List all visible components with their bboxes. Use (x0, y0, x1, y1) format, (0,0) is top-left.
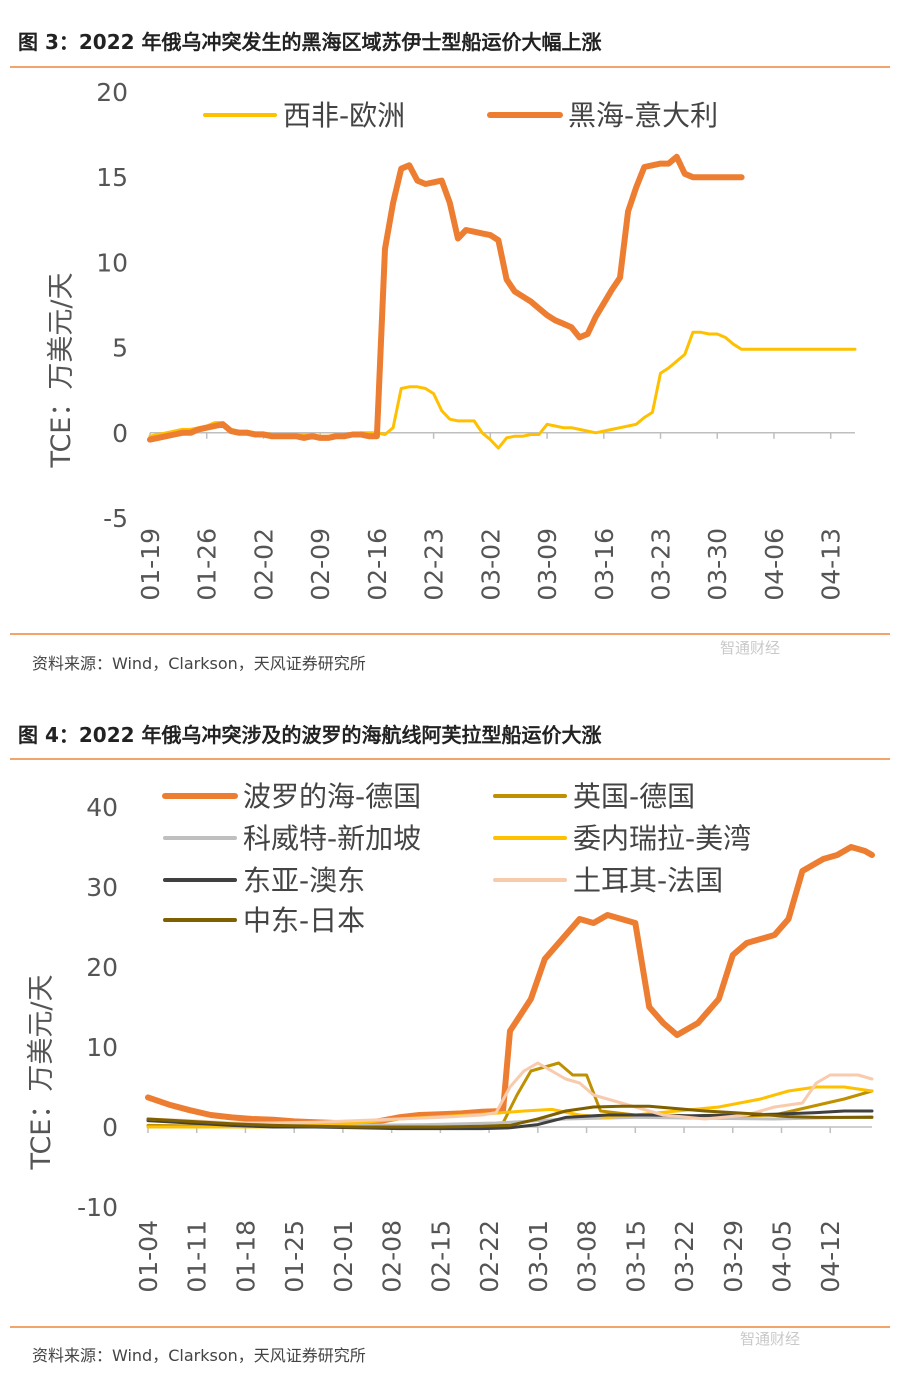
x-tick-label: 04-06 (760, 528, 789, 601)
figure-4-footer-rule (10, 1326, 890, 1328)
series-line (148, 330, 857, 450)
x-tick-label: 02-15 (426, 1220, 455, 1293)
x-tick-label: 02-22 (475, 1220, 504, 1293)
x-tick-label: 03-08 (573, 1220, 602, 1293)
x-tick-label: 03-22 (670, 1220, 699, 1293)
legend-label: 土耳其-法国 (573, 864, 723, 897)
watermark-text: 智通财经 (720, 639, 781, 657)
figure-4-title: 图 4：2022 年俄乌冲突涉及的波罗的海航线阿芙拉型船运价大涨 (18, 723, 602, 747)
x-tick-label: 02-09 (306, 528, 335, 601)
y-tick-label: 40 (86, 793, 118, 822)
x-tick-label: 02-23 (420, 528, 449, 601)
y-tick-label: 15 (96, 163, 128, 192)
x-tick-label: 03-16 (590, 528, 619, 601)
x-tick-label: 01-04 (134, 1220, 163, 1293)
y-tick-label: 10 (86, 1033, 118, 1062)
legend-label: 波罗的海-德国 (243, 780, 421, 813)
x-tick-label: 01-25 (280, 1220, 309, 1293)
figure-3-title: 图 3：2022 年俄乌冲突发生的黑海区域苏伊士型船运价大幅上涨 (18, 30, 602, 54)
x-tick-label: 03-01 (524, 1220, 553, 1293)
x-tick-label: 03-02 (476, 528, 505, 601)
y-tick-label: 20 (86, 953, 118, 982)
legend-label: 西非-欧洲 (283, 99, 405, 132)
x-tick-label: 01-19 (136, 528, 165, 601)
chart-3-plot: 20 15 10 5 0 -5 01-19 01-26 02-02 02-09 02-16 02-23… (46, 78, 857, 601)
legend-label: 英国-德国 (573, 780, 695, 813)
legend-label: 委内瑞拉-美湾 (573, 822, 751, 855)
x-tick-label: 02-01 (329, 1220, 358, 1293)
watermark-text: 智通财经 (740, 1330, 801, 1348)
x-tick-label: 04-13 (817, 528, 846, 601)
figure-3-source: 资料来源：Wind，Clarkson，天风证券研究所 (32, 654, 366, 673)
y-tick-label: 0 (112, 419, 128, 448)
legend-label: 科威特-新加坡 (243, 822, 421, 855)
x-tick-label: 01-26 (193, 528, 222, 601)
x-tick-label: 03-23 (647, 528, 676, 601)
x-tick-label: 02-08 (378, 1220, 407, 1293)
figure-3-footer-rule (10, 633, 890, 635)
y-tick-label: -5 (103, 504, 128, 533)
x-tick-label: 04-12 (816, 1220, 845, 1293)
series-line (146, 1104, 874, 1129)
chart-4-plot: 40 30 20 10 0 -10 01-04 01-11 01-18 01-25 02-01 02-… (26, 780, 875, 1293)
y-axis-title: TCE：万美元/天 (26, 975, 57, 1171)
y-axis-title: TCE：万美元/天 (46, 273, 77, 469)
series-line (146, 1061, 874, 1125)
y-tick-label: 0 (102, 1113, 118, 1142)
legend-label: 东亚-澳东 (243, 864, 365, 897)
x-tick-label: 03-30 (703, 528, 732, 601)
x-tick-label: 04-05 (768, 1220, 797, 1293)
y-tick-label: 30 (86, 873, 118, 902)
figure-4-source: 资料来源：Wind，Clarkson，天风证券研究所 (32, 1346, 366, 1365)
x-tick-label: 03-09 (533, 528, 562, 601)
x-tick-label: 01-18 (231, 1220, 260, 1293)
x-tick-label: 03-15 (621, 1220, 650, 1293)
legend-label: 黑海-意大利 (568, 99, 718, 132)
y-tick-label: 10 (96, 248, 128, 277)
x-tick-label: 03-29 (719, 1220, 748, 1293)
y-tick-label: -10 (77, 1193, 118, 1222)
y-tick-label: 5 (112, 334, 128, 363)
figure-3-header-rule (10, 66, 890, 68)
legend-label: 中东-日本 (243, 904, 365, 937)
figure-4-header-rule (10, 758, 890, 760)
series-line (147, 153, 745, 443)
x-tick-label: 02-02 (249, 528, 278, 601)
x-tick-label: 01-11 (183, 1220, 212, 1293)
y-tick-label: 20 (96, 78, 128, 107)
x-tick-label: 02-16 (363, 528, 392, 601)
